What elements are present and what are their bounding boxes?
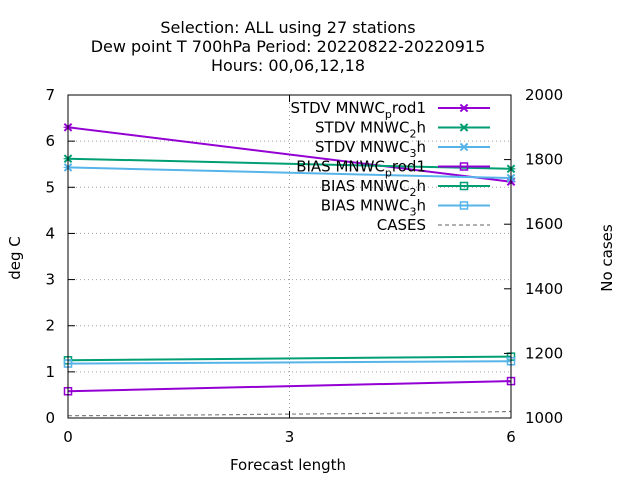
- x-tick-label: 0: [63, 428, 73, 446]
- y-tick-label: 7: [45, 86, 55, 104]
- legend-entry-label: BIAS MNWC2h: [321, 177, 426, 199]
- legend-swatch-marker: [459, 142, 469, 152]
- y-tick-label: 3: [45, 271, 55, 289]
- legend-swatch-marker: [459, 181, 469, 191]
- series-line-3: [67, 380, 512, 393]
- legend-swatch-marker: [459, 103, 469, 113]
- series-line-5: [67, 360, 512, 365]
- series-line-2: [67, 166, 512, 180]
- axes: 0 1 2 3 4 5 6 7 0 3 6 1000 1200 1400 1600 1800 2000: [45, 86, 563, 446]
- y2-tick-label: 1200: [525, 344, 563, 362]
- series-line-1: [67, 157, 512, 170]
- y2-tick-label: 1800: [525, 151, 563, 169]
- y-tick-label: 0: [45, 409, 55, 427]
- y-tick-label: 6: [45, 132, 55, 150]
- title-line-2: Dew point T 700hPa Period: 20220822-2022…: [91, 37, 486, 56]
- series-line-4: [67, 355, 512, 362]
- legend-swatch-marker: [459, 123, 469, 132]
- legend-entry-label: BIAS MNWCprod1: [296, 158, 426, 180]
- series-line-6: [67, 410, 512, 417]
- x-tick-label: 6: [506, 428, 516, 446]
- y2-tick-label: 2000: [525, 86, 563, 104]
- legend-entry-label: STDV MNWC3h: [315, 138, 426, 160]
- y-tick-label: 5: [45, 178, 55, 196]
- y-tick-label: 1: [45, 363, 55, 381]
- y2-tick-label: 1400: [525, 280, 563, 298]
- legend-entry-label: STDV MNWC2h: [315, 119, 426, 141]
- y2-axis-label: No cases: [598, 224, 616, 292]
- title-line-3: Hours: 00,06,12,18: [211, 56, 365, 75]
- y-tick-label: 4: [45, 224, 55, 242]
- x-axis-label: Forecast length: [230, 456, 346, 474]
- y2-tick-label: 1600: [525, 215, 563, 233]
- legend-entry-label: STDV MNWCprod1: [290, 99, 426, 121]
- legend-swatch-marker: [459, 162, 469, 171]
- grid: [68, 95, 511, 418]
- series-line-0: [67, 126, 512, 183]
- legend-entry-label: CASES: [377, 216, 426, 234]
- legend-swatch-marker: [459, 201, 469, 210]
- y-tick-label: 2: [45, 317, 55, 335]
- chart-title: Selection: ALL using 27 stations Dew poi…: [91, 18, 486, 75]
- legend-entry-label: BIAS MNWC3h: [321, 197, 426, 219]
- x-tick-label: 3: [285, 428, 295, 446]
- y-axis-label: deg C: [6, 236, 24, 280]
- title-line-1: Selection: ALL using 27 stations: [160, 18, 415, 37]
- y2-tick-label: 1000: [525, 409, 563, 427]
